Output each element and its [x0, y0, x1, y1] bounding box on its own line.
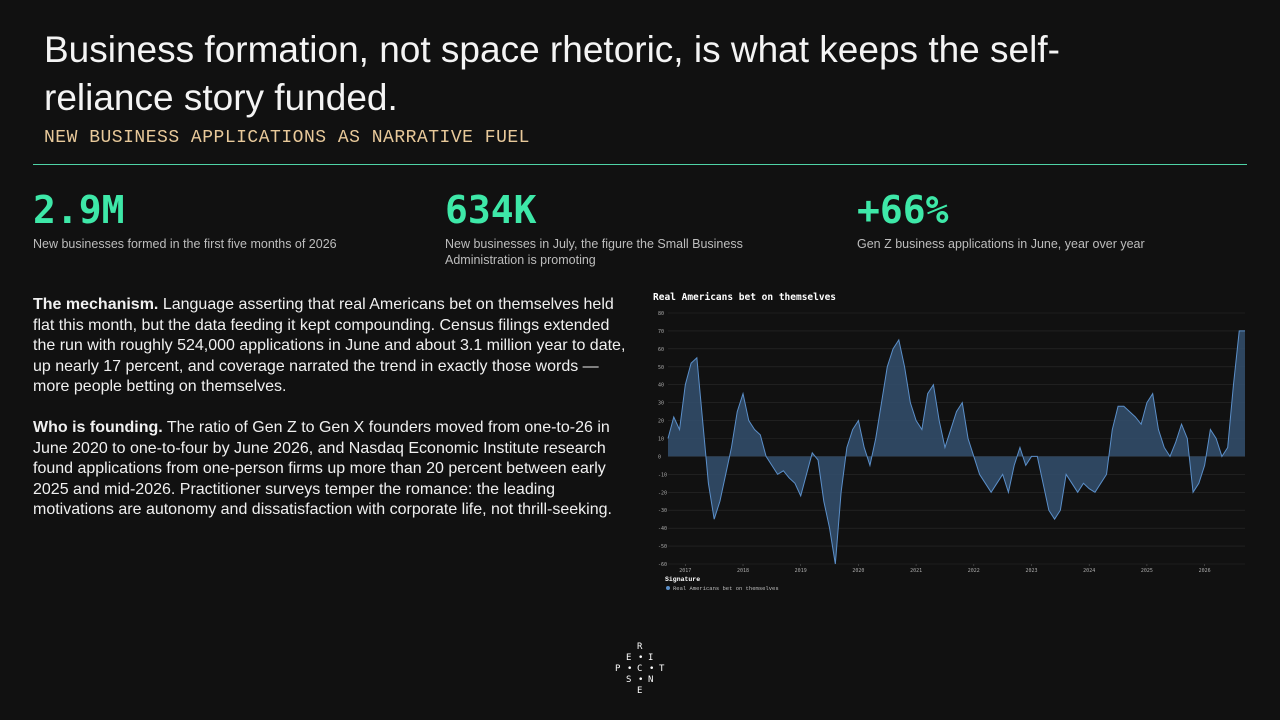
y-tick-label: -50 — [658, 544, 667, 550]
logo-dot: • — [638, 653, 644, 663]
logo: R E I P C T S N E • • • • — [600, 642, 680, 708]
y-tick-label: 20 — [658, 419, 664, 425]
y-tick-label: -10 — [658, 472, 667, 478]
x-tick-label: 2021 — [910, 568, 922, 574]
y-tick-label: 80 — [658, 311, 664, 317]
logo-letter: R — [637, 642, 643, 652]
y-tick-label: 70 — [658, 329, 664, 335]
logo-letter: P — [615, 664, 621, 674]
y-tick-label: 0 — [658, 454, 661, 460]
logo-letter: N — [648, 675, 654, 685]
logo-letter: E — [626, 653, 632, 663]
y-tick-label: 40 — [658, 383, 664, 389]
title: Business formation, not space rhetoric, … — [44, 29, 1060, 118]
logo-letter: I — [648, 653, 654, 663]
logo-letter: T — [659, 664, 665, 674]
stat-label: Gen Z business applications in June, yea… — [857, 237, 1145, 251]
x-tick-label: 2024 — [1083, 568, 1095, 574]
subtitle: NEW BUSINESS APPLICATIONS AS NARRATIVE F… — [44, 128, 530, 148]
y-tick-label: -20 — [658, 490, 667, 496]
area — [668, 330, 1245, 564]
body-text: Language asserting that real Americans b… — [33, 296, 626, 395]
x-tick-label: 2017 — [679, 568, 691, 574]
body-text: The ratio of Gen Z to Gen X founders mov… — [33, 419, 612, 518]
lead: The mechanism. — [33, 296, 159, 313]
x-tick-label: 2022 — [968, 568, 980, 574]
x-tick-label: 2025 — [1141, 568, 1153, 574]
stat-label: New businesses formed in the first five … — [33, 237, 337, 251]
logo-dot: • — [638, 675, 644, 685]
stat: 634K New businesses in July, the figure t… — [445, 188, 785, 268]
stat-value: 634K — [445, 188, 537, 232]
paragraph: The mechanism. Language asserting that r… — [33, 295, 629, 398]
logo-letter: S — [626, 675, 632, 685]
stat: +66% Gen Z business applications in June,… — [857, 188, 1197, 252]
legend-title: Signature — [665, 576, 700, 583]
logo-letter: C — [637, 664, 643, 674]
x-tick-label: 2026 — [1199, 568, 1211, 574]
y-tick-label: 60 — [658, 347, 664, 353]
y-tick-label: -30 — [658, 508, 667, 514]
paragraph: Who is founding. The ratio of Gen Z to G… — [33, 418, 629, 521]
logo-letter: E — [637, 686, 643, 696]
stat-value: +66% — [857, 188, 949, 232]
x-tick-label: 2018 — [737, 568, 749, 574]
stat-label: New businesses in July, the figure the S… — [445, 237, 743, 267]
y-tick-label: -40 — [658, 526, 667, 532]
x-tick-label: 2020 — [852, 568, 864, 574]
logo-dot: • — [627, 664, 633, 674]
chart-title: Real Americans bet on themselves — [653, 292, 836, 303]
logo-dot: • — [649, 664, 655, 674]
x-tick-label: 2023 — [1025, 568, 1037, 574]
divider — [33, 164, 1247, 165]
stat-value: 2.9M — [33, 188, 125, 232]
line — [667, 330, 1245, 565]
legend-swatch — [666, 586, 670, 590]
x-tick-label: 2019 — [795, 568, 807, 574]
legend-label: Real Americans bet on themselves — [673, 585, 779, 592]
y-tick-label: -60 — [658, 562, 667, 568]
stat: 2.9M New businesses formed in the first f… — [33, 188, 373, 252]
chart: Real Americans bet on themselves Signatu… — [653, 292, 1245, 592]
y-tick-label: 10 — [658, 437, 664, 443]
y-tick-label: 30 — [658, 401, 664, 407]
y-tick-label: 50 — [658, 365, 664, 371]
lead: Who is founding. — [33, 419, 163, 436]
